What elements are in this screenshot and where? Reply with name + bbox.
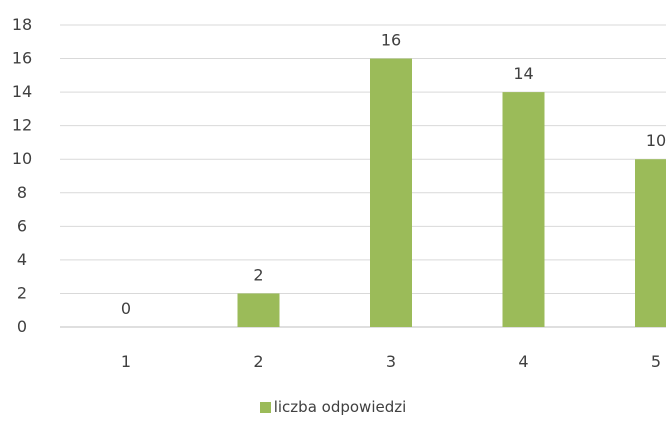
x-tick-label: 4 xyxy=(518,352,528,371)
bar xyxy=(502,92,545,327)
y-tick-label: 4 xyxy=(17,250,27,269)
y-tick-label: 16 xyxy=(12,49,32,68)
data-label: 16 xyxy=(381,31,401,50)
data-label: 14 xyxy=(513,64,533,83)
y-tick-label: 10 xyxy=(12,149,32,168)
y-tick-label: 12 xyxy=(12,116,32,135)
data-label: 2 xyxy=(253,265,263,284)
legend: liczba odpowiedzi xyxy=(0,398,666,416)
y-axis-tick-labels: 0 2 4 6 8 10 12 14 16 18 xyxy=(12,15,32,336)
gridlines xyxy=(60,24,666,328)
y-tick-label: 14 xyxy=(12,82,32,101)
bars xyxy=(237,58,666,328)
x-tick-label: 2 xyxy=(253,352,263,371)
y-tick-label: 8 xyxy=(17,183,27,202)
y-tick-label: 2 xyxy=(17,283,27,302)
bar xyxy=(370,58,412,328)
legend-swatch xyxy=(259,402,271,413)
bar xyxy=(635,159,666,327)
y-tick-label: 6 xyxy=(17,216,27,235)
data-label: 10 xyxy=(646,131,666,150)
y-tick-label: 0 xyxy=(17,317,27,336)
x-tick-label: 1 xyxy=(121,352,131,371)
data-labels: 0 2 16 14 10 xyxy=(121,31,666,318)
bar xyxy=(237,293,280,327)
x-axis-tick-labels: 1 2 3 4 5 xyxy=(121,352,661,371)
y-tick-label: 18 xyxy=(12,15,32,34)
x-tick-label: 3 xyxy=(386,352,396,371)
legend-label: liczba odpowiedzi xyxy=(273,398,407,416)
x-tick-label: 5 xyxy=(651,352,661,371)
data-label: 0 xyxy=(121,299,131,318)
